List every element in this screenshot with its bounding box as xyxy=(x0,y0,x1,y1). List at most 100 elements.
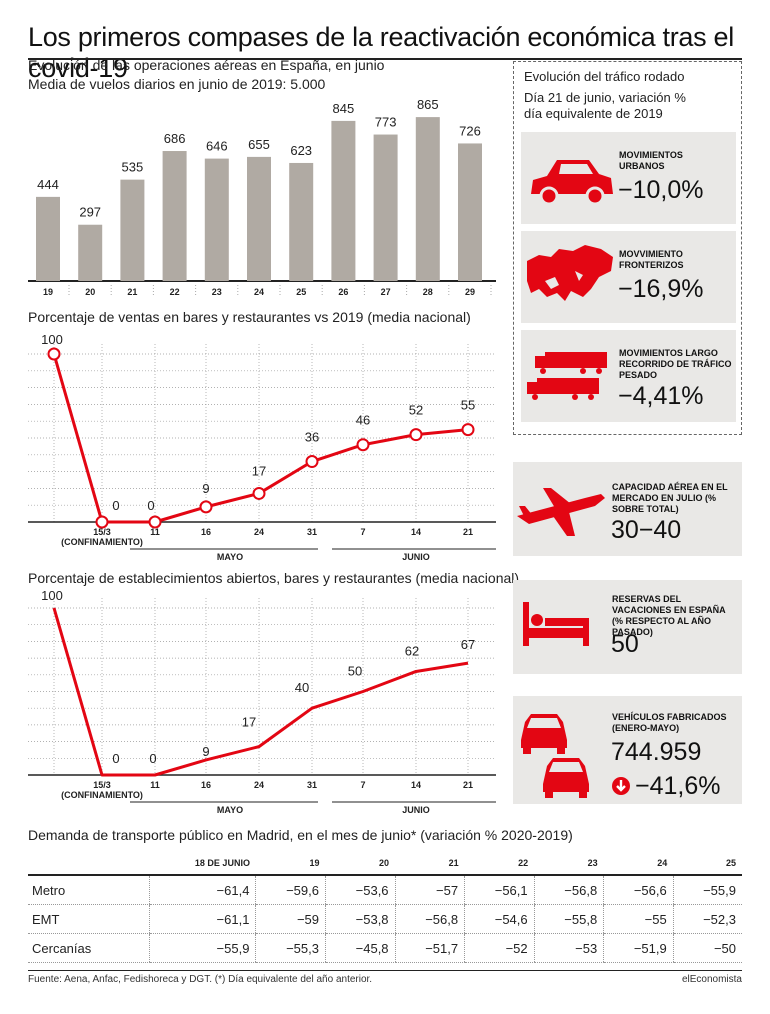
x-tick-label: 31 xyxy=(307,527,317,537)
data-label: 9 xyxy=(202,481,209,496)
month-label: MAYO xyxy=(217,805,243,815)
traffic-caption-urban: MOVIMIENTOS URBANOS xyxy=(619,150,683,171)
transport-table-title: Demanda de transporte público en Madrid,… xyxy=(28,827,573,843)
x-tick-label: 16 xyxy=(201,780,211,790)
data-point xyxy=(356,438,370,452)
traffic-value-border: −16,9% xyxy=(618,275,704,303)
cars-icon xyxy=(521,714,589,798)
data-label: 67 xyxy=(461,637,475,652)
bar-tick-label: 24 xyxy=(254,287,264,297)
table-cell: −59 xyxy=(255,904,326,934)
x-tick-note: (CONFINAMIENTO) xyxy=(61,790,143,800)
data-label: 0 xyxy=(147,498,154,513)
table-cell: −55,3 xyxy=(255,933,326,963)
table-cell: −55,8 xyxy=(533,904,604,934)
bar-value-label: 623 xyxy=(290,143,312,158)
table-header: 22 xyxy=(464,858,535,876)
table-header: 21 xyxy=(395,858,465,876)
x-tick-label: 7 xyxy=(360,527,365,537)
data-label: 40 xyxy=(295,680,309,695)
data-label: 9 xyxy=(202,744,209,759)
traffic-title: Evolución del tráfico rodado xyxy=(524,69,685,84)
bar-value-label: 773 xyxy=(375,115,397,130)
data-label: 100 xyxy=(41,588,63,603)
bar-tick-label: 28 xyxy=(423,287,433,297)
row-label: Metro xyxy=(28,875,150,905)
traffic-value-urban: −10,0% xyxy=(618,176,704,204)
table-row: Cercanías −55,9 −55,3 −45,8 −51,7 −52 −5… xyxy=(28,933,742,963)
bar-value-label: 845 xyxy=(333,101,355,116)
month-label: JUNIO xyxy=(402,552,430,562)
data-label: 17 xyxy=(242,715,256,730)
bar-tick-label: 23 xyxy=(212,287,222,297)
trucks-icon xyxy=(527,352,607,400)
bar-chart-subtitle: Media de vuelos diarios en junio de 2019… xyxy=(28,76,326,92)
table-cell: −57 xyxy=(394,875,465,905)
table-cell: −56,8 xyxy=(394,904,465,934)
table-header-empty xyxy=(28,858,150,876)
traffic-card-urban: MOVIMIENTOS URBANOS −10,0% xyxy=(521,132,736,224)
bar-tick-label: 29 xyxy=(465,287,475,297)
bar xyxy=(415,117,440,282)
bar xyxy=(78,224,103,281)
bar-tick-label: 21 xyxy=(127,287,137,297)
bar-chart-title: Evolución de las operaciones aéreas en E… xyxy=(28,57,385,73)
x-tick-note: (CONFINAMIENTO) xyxy=(61,537,143,547)
bar-value-label: 686 xyxy=(164,131,186,146)
x-tick-label: 15/3 xyxy=(93,780,111,790)
vehicles-change: −41,6% xyxy=(635,772,721,800)
traffic-card-border: MOVVIMIENTO FRONTERIZOS −16,9% xyxy=(521,231,736,323)
data-point xyxy=(305,455,319,469)
data-label: 55 xyxy=(461,398,475,413)
bar-tick-label: 27 xyxy=(381,287,391,297)
x-tick-label: 15/3 xyxy=(93,527,111,537)
bar xyxy=(120,179,145,281)
table-cell: −56,6 xyxy=(603,875,674,905)
bar xyxy=(247,156,271,281)
table-cell: −55,9 xyxy=(149,933,256,963)
bar-value-label: 444 xyxy=(37,177,59,192)
table-cell: −54,6 xyxy=(464,904,535,934)
car-icon xyxy=(531,160,613,206)
table-header: 23 xyxy=(534,858,604,876)
data-point xyxy=(95,515,109,529)
data-label: 46 xyxy=(356,413,370,428)
bar xyxy=(36,196,60,281)
table-header: 24 xyxy=(603,858,674,876)
table-cell: −52,3 xyxy=(672,904,742,934)
bar xyxy=(373,134,398,281)
traffic-caption-border: MOVVIMIENTO FRONTERIZOS xyxy=(619,249,684,270)
traffic-card-heavy: MOVIMIENTOS LARGO RECORRIDO DE TRÁFICO P… xyxy=(521,330,736,422)
table-cell: −50 xyxy=(672,933,742,963)
data-label: 0 xyxy=(112,751,119,766)
bookings-caption: RESERVAS DEL VACACIONES EN ESPAÑA (% RES… xyxy=(612,594,726,637)
bar xyxy=(458,143,482,281)
x-tick-label: 16 xyxy=(201,527,211,537)
table-header: 19 xyxy=(255,858,326,876)
table-cell: −53,8 xyxy=(325,904,396,934)
table-row: EMT −61,1 −59 −53,8 −56,8 −54,6 −55,8 −5… xyxy=(28,904,742,934)
bar-value-label: 865 xyxy=(417,97,439,112)
bar-value-label: 297 xyxy=(79,205,101,220)
row-label: EMT xyxy=(28,904,150,934)
bar-tick-label: 19 xyxy=(43,287,53,297)
table-cell: −51,9 xyxy=(603,933,674,963)
air-capacity-value: 30−40 xyxy=(611,516,682,544)
sales-chart-title: Porcentaje de ventas en bares y restaura… xyxy=(28,309,471,325)
x-tick-label: 21 xyxy=(463,527,473,537)
vehicles-caption: VEHÍCULOS FABRICADOS (ENERO-MAYO) xyxy=(612,712,727,733)
bar-tick-label: 20 xyxy=(85,287,95,297)
x-tick-label: 31 xyxy=(307,780,317,790)
x-tick-label: 14 xyxy=(411,780,421,790)
europe-map-icon xyxy=(527,245,613,301)
brand-logo: elEconomista xyxy=(681,974,742,985)
arrow-down-icon xyxy=(612,777,630,795)
data-point xyxy=(148,515,162,529)
data-point xyxy=(199,500,213,514)
bar xyxy=(162,151,187,281)
data-label: 100 xyxy=(41,332,63,347)
x-tick-label: 7 xyxy=(360,780,365,790)
x-tick-label: 24 xyxy=(254,527,264,537)
bar-value-label: 646 xyxy=(206,139,228,154)
